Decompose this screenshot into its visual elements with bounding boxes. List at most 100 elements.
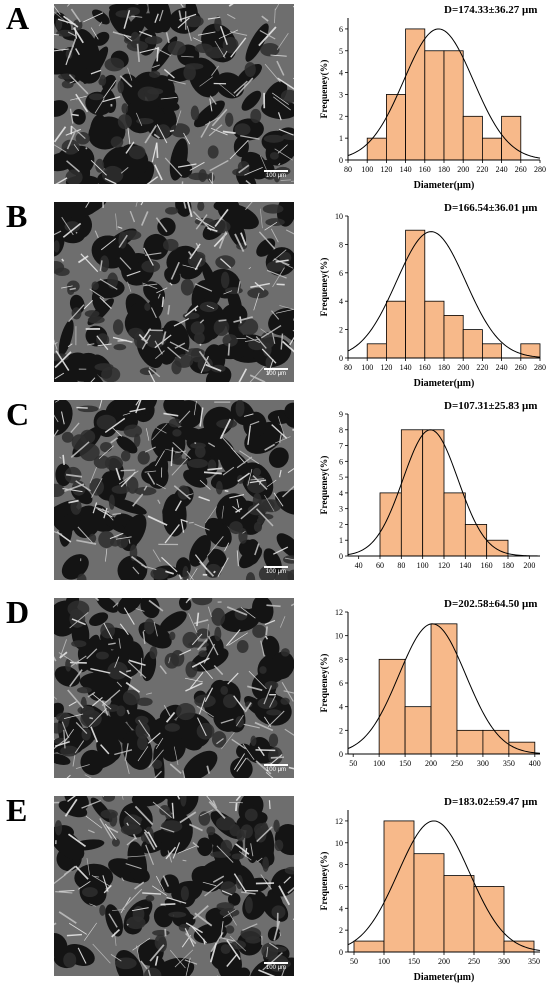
histogram-bar [444, 876, 474, 952]
x-tick-label: 220 [476, 363, 488, 372]
y-tick-label: 6 [339, 25, 343, 34]
y-tick-label: 2 [339, 926, 343, 935]
scale-bar-line [264, 566, 288, 568]
scale-bar-line [264, 170, 288, 172]
scale-bar-line [264, 368, 288, 370]
histogram-bar [504, 941, 534, 952]
y-tick-label: 0 [339, 354, 343, 363]
x-tick-label: 140 [400, 363, 412, 372]
y-axis-label: Frequeney(%) [319, 258, 330, 317]
histogram-bar [386, 301, 405, 358]
chart-title: D=183.02±59.47 μm [444, 796, 537, 808]
panel-letter: D [6, 594, 29, 631]
x-tick-label: 200 [457, 363, 469, 372]
y-tick-label: 2 [339, 112, 343, 121]
x-tick-label: 180 [438, 363, 450, 372]
scale-bar: 100 μm [264, 368, 288, 378]
sem-micrograph: 100 μm [54, 202, 294, 382]
histogram-bar [386, 94, 405, 160]
y-tick-label: 9 [339, 410, 343, 419]
y-tick-label: 6 [339, 457, 343, 466]
x-tick-label: 100 [361, 363, 373, 372]
x-tick-label: 180 [438, 165, 450, 174]
histogram-bar [465, 524, 486, 556]
x-tick-label: 280 [534, 363, 546, 372]
panel-letter: E [6, 792, 27, 829]
x-tick-label: 200 [523, 561, 535, 570]
y-tick-label: 5 [339, 47, 343, 56]
histogram-bar [423, 430, 444, 556]
y-tick-label: 5 [339, 473, 343, 482]
scale-bar-label: 100 μm [264, 173, 288, 180]
x-tick-label: 350 [503, 759, 515, 768]
x-tick-label: 80 [344, 165, 352, 174]
histogram-bar [463, 116, 482, 160]
x-tick-label: 250 [451, 759, 463, 768]
histogram-bar [474, 886, 504, 952]
y-tick-label: 6 [339, 679, 343, 688]
x-tick-label: 150 [408, 957, 420, 966]
x-tick-label: 140 [459, 561, 471, 570]
y-tick-label: 0 [339, 750, 343, 759]
panel-letter: A [6, 0, 29, 37]
scale-bar-label: 100 μm [264, 371, 288, 378]
x-tick-label: 80 [397, 561, 405, 570]
y-tick-label: 1 [339, 134, 343, 143]
y-tick-label: 10 [335, 212, 343, 221]
y-tick-label: 3 [339, 505, 343, 514]
y-tick-label: 8 [339, 861, 343, 870]
y-tick-label: 2 [339, 520, 343, 529]
chart-title: D=174.33±36.27 μm [444, 4, 537, 16]
y-tick-label: 4 [339, 69, 343, 78]
y-tick-label: 0 [339, 156, 343, 165]
x-tick-label: 300 [477, 759, 489, 768]
x-tick-label: 120 [438, 561, 450, 570]
histogram-bar [444, 493, 465, 556]
x-tick-label: 280 [534, 165, 546, 174]
x-tick-label: 40 [355, 561, 363, 570]
x-tick-label: 300 [498, 957, 510, 966]
x-axis-label: Diameter(μm) [414, 972, 475, 983]
y-tick-label: 8 [339, 426, 343, 435]
panel-letter: B [6, 198, 27, 235]
y-tick-label: 12 [335, 608, 343, 617]
x-tick-label: 100 [378, 957, 390, 966]
x-tick-label: 120 [380, 165, 392, 174]
histogram-bar [406, 230, 425, 358]
x-tick-label: 80 [344, 363, 352, 372]
chart-title: D=202.58±64.50 μm [444, 598, 537, 610]
scale-bar-label: 100 μm [264, 965, 288, 972]
y-tick-label: 3 [339, 90, 343, 99]
x-tick-label: 50 [349, 759, 357, 768]
histogram-bar [367, 344, 386, 358]
x-tick-label: 100 [373, 759, 385, 768]
scale-bar: 100 μm [264, 566, 288, 576]
y-tick-label: 2 [339, 326, 343, 335]
histogram-bar [384, 821, 414, 952]
x-axis-label: Diameter(μm) [414, 378, 475, 389]
histogram-bar [463, 330, 482, 358]
y-tick-label: 0 [339, 948, 343, 957]
histogram-bar [401, 430, 422, 556]
histogram-bar [405, 707, 431, 754]
x-tick-label: 140 [400, 165, 412, 174]
scale-bar-label: 100 μm [264, 767, 288, 774]
histogram-bar [444, 51, 463, 160]
y-tick-label: 4 [339, 297, 343, 306]
scale-bar-line [264, 764, 288, 766]
x-axis-label: Diameter(μm) [414, 180, 475, 191]
x-tick-label: 200 [425, 759, 437, 768]
histogram-bar [444, 315, 463, 358]
x-tick-label: 240 [496, 165, 508, 174]
chart-title: D=166.54±36.01 μm [444, 202, 537, 214]
sem-micrograph: 100 μm [54, 400, 294, 580]
histogram-bar [354, 941, 384, 952]
histogram-bar [425, 301, 444, 358]
